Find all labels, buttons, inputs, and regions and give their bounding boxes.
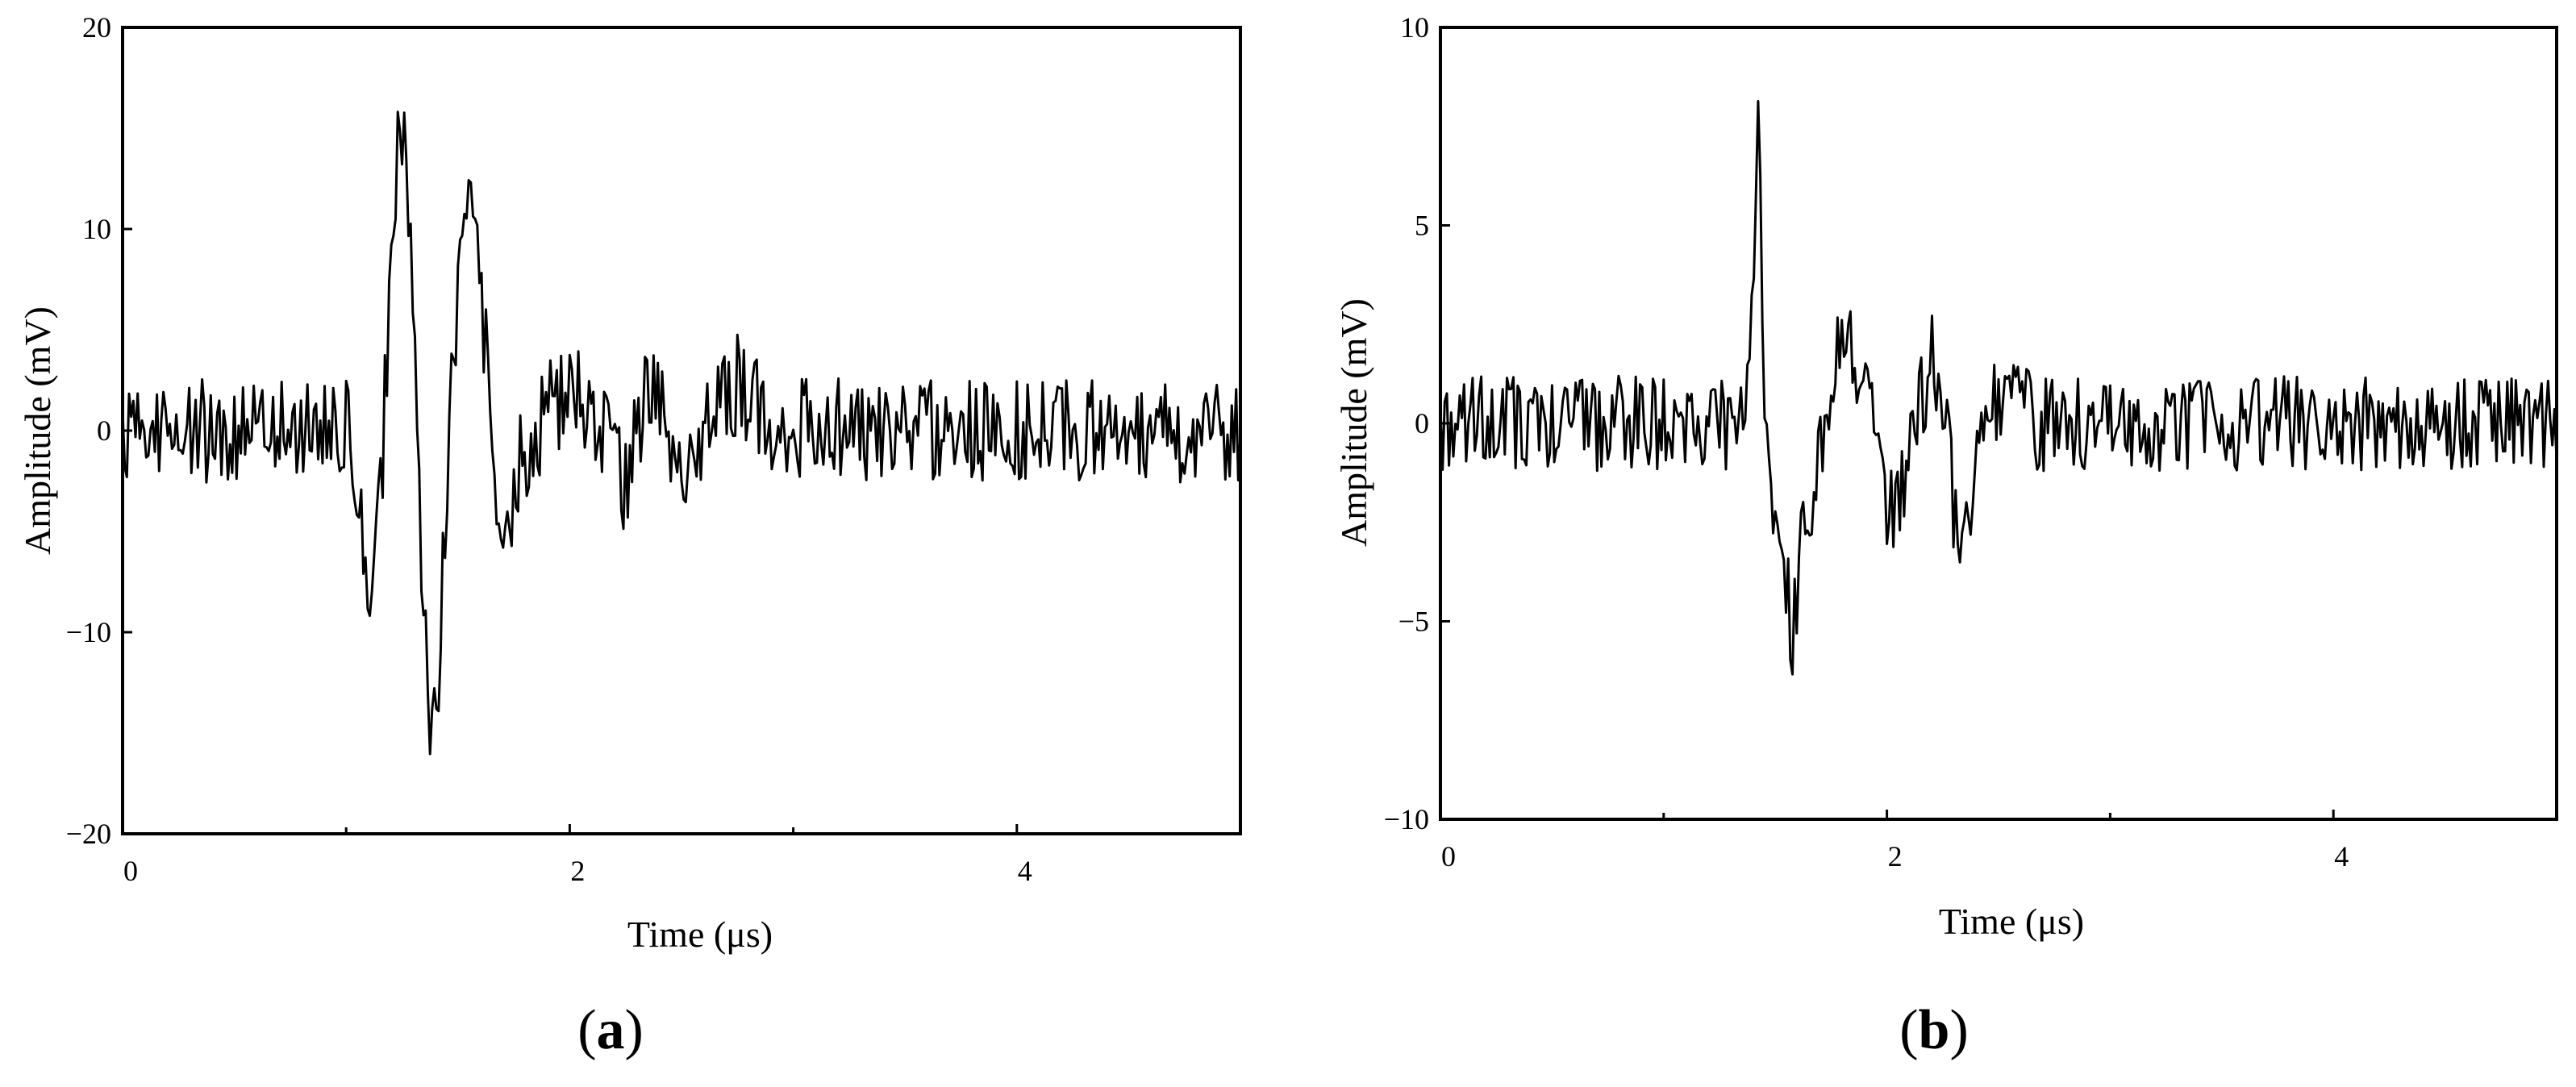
tick-marks-a [121, 26, 1019, 835]
y-tick-label-b: 5 [1415, 210, 1429, 242]
x-tick-label-b: 0 [1441, 840, 1456, 873]
x-tick-label-a: 0 [123, 855, 138, 887]
chart-panel-a: −20 −10 0 10 20 0 2 4 Amplitude (mV) Time (μs)… [17, 11, 1242, 1061]
panel-label-a: (a) [577, 999, 644, 1061]
x-axis-label-b: Time (μs) [1939, 901, 2084, 942]
y-tick-label-b: −10 [1384, 803, 1429, 835]
panel-label-b: (b) [1899, 999, 1969, 1061]
y-tick-label-a: 10 [82, 213, 111, 245]
y-tick-label-b: −5 [1398, 606, 1429, 638]
y-tick-label-b: 10 [1400, 11, 1429, 44]
x-tick-label-b: 4 [2334, 840, 2349, 873]
tick-marks-b [1439, 26, 2335, 821]
y-tick-label-b: 0 [1415, 407, 1429, 439]
y-tick-label-a: −10 [66, 616, 111, 648]
y-axis-label-b: Amplitude (mV) [1333, 298, 1374, 547]
y-tick-label-a: 0 [97, 414, 111, 447]
chart-panel-b: −10 −5 0 5 10 0 2 4 Amplitude (mV) Time (μs) (… [1333, 11, 2558, 1061]
x-tick-labels-a: 0 2 4 [123, 855, 1032, 887]
x-axis-label-a: Time (μs) [627, 914, 773, 955]
y-axis-label-a: Amplitude (mV) [17, 306, 58, 555]
x-tick-label-b: 2 [1888, 840, 1903, 873]
y-tick-label-a: 20 [82, 11, 111, 44]
y-tick-labels-a: −20 −10 0 10 20 [66, 11, 111, 850]
x-tick-labels-b: 0 2 4 [1441, 840, 2349, 873]
plot-frame-b [1439, 26, 2558, 821]
signal-trace-b [1439, 100, 2558, 676]
signal-trace-a [121, 110, 1242, 756]
x-tick-label-a: 2 [570, 855, 585, 887]
y-tick-labels-b: −10 −5 0 5 10 [1384, 11, 1429, 835]
y-tick-label-a: −20 [66, 818, 111, 850]
x-tick-label-a: 4 [1018, 855, 1032, 887]
